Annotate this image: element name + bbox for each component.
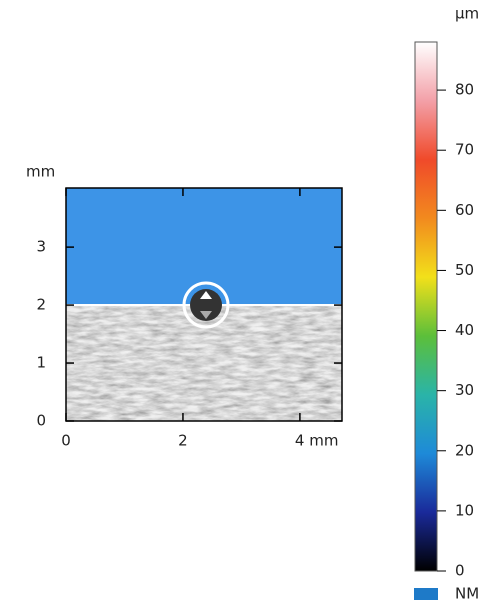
colorbar-tick-label: 70 [455,141,474,159]
x-tick-label: 4 mm [295,432,339,450]
colorbar-tick-label: 20 [455,441,474,459]
colorbar-tick-label: 30 [455,381,474,399]
colorbar-unit: µm [455,5,479,23]
colorbar-tick-label: 10 [455,501,474,519]
y-tick-label: 3 [36,238,46,256]
microscope-image [66,305,342,421]
colorbar-tick-label: 40 [455,321,474,339]
height-map-image [66,188,342,305]
legend-label: NM [455,585,479,602]
y-axis-unit: mm [26,163,55,181]
colorbar [414,41,438,572]
x-tick-label: 0 [61,432,71,450]
y-tick-label: 1 [36,354,46,372]
y-tick-label: 0 [36,412,46,430]
y-tick-label: 2 [36,296,46,314]
legend-swatch [414,588,438,600]
colorbar-tick-label: 80 [455,81,474,99]
x-tick-label: 2 [178,432,188,450]
colorbar-tick-label: 60 [455,201,474,219]
split-handle[interactable] [182,281,230,329]
colorbar-tick-label: 50 [455,261,474,279]
colorbar-tick-label: 0 [455,562,465,580]
